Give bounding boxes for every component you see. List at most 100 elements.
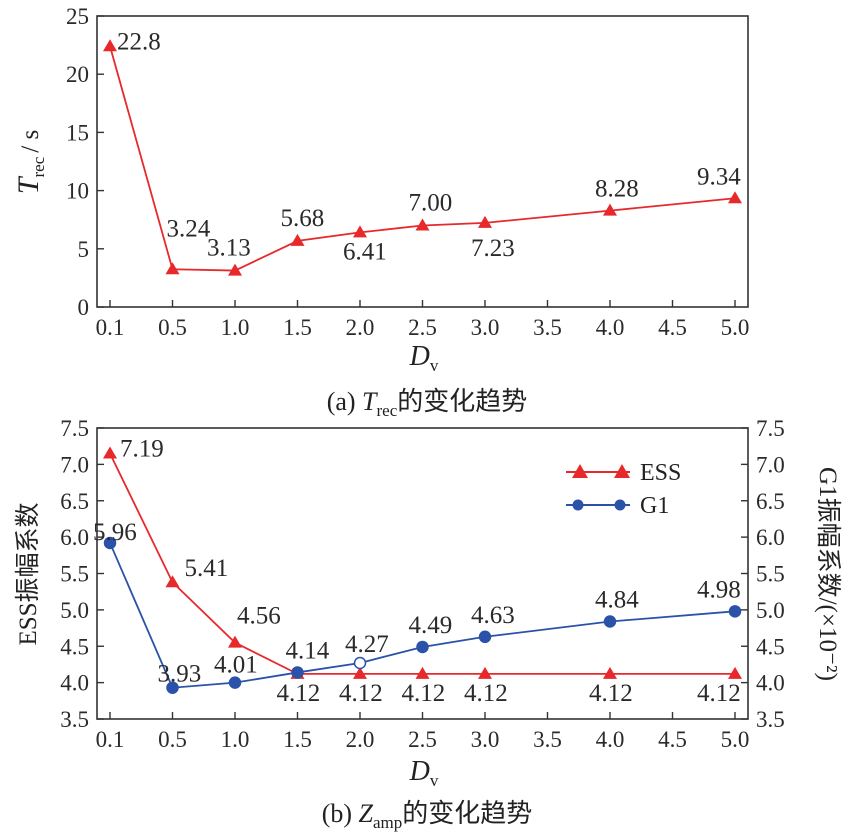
- y-tick-label: 5: [78, 237, 90, 262]
- chart-b-left-y-axis: 3.5 4.0 4.5 5.0 5.5 6.0 6.5 7.0 7.5: [60, 416, 104, 732]
- y-tick-label: 15: [66, 120, 89, 145]
- y-tick-label: 25: [66, 4, 89, 29]
- data-point-marker: [478, 215, 492, 228]
- y-tick-label: 4.5: [60, 634, 89, 659]
- x-tick-label: 3.5: [533, 727, 562, 752]
- data-label: 4.12: [339, 680, 383, 707]
- y-tick-label: 6.0: [60, 525, 89, 550]
- y-tick-label: 3.5: [60, 707, 89, 732]
- x-tick-label: 3.0: [471, 727, 500, 752]
- data-point-marker: [353, 666, 367, 679]
- y-tick-label: 20: [66, 62, 89, 87]
- x-tick-label: 2.5: [408, 727, 437, 752]
- x-tick-label: 4.5: [658, 315, 687, 340]
- right-y-tick-label: 4.5: [756, 634, 785, 659]
- data-label: 4.12: [589, 680, 633, 707]
- data-label: 4.14: [286, 637, 330, 664]
- x-tick-label: 4.0: [596, 727, 625, 752]
- data-label: 9.34: [697, 163, 741, 190]
- data-point-marker: [416, 640, 429, 654]
- data-label: 8.28: [595, 176, 639, 203]
- data-point-marker: [603, 615, 617, 628]
- y-tick-label: 5.0: [60, 598, 89, 623]
- right-y-tick-label: 3.5: [756, 707, 785, 732]
- chart-b-legend: ESS G1: [566, 460, 681, 519]
- x-tick-label: 4.0: [596, 315, 625, 340]
- data-point-marker: [478, 666, 492, 679]
- data-point-marker: [290, 233, 305, 246]
- data-point-marker: [353, 225, 367, 238]
- data-label: 4.01: [214, 652, 258, 679]
- data-label: 4.56: [237, 603, 281, 630]
- right-y-tick-label: 6.0: [756, 525, 785, 550]
- x-tick-label: 0.5: [158, 727, 187, 752]
- data-label: 4.63: [471, 602, 515, 629]
- legend-g1-label: G1: [640, 493, 669, 519]
- data-point-marker: [165, 575, 180, 588]
- x-tick-label: 3.5: [533, 315, 562, 340]
- data-point-marker: [728, 191, 742, 204]
- data-point-marker: [103, 536, 117, 550]
- data-point-marker: [603, 666, 617, 679]
- right-y-tick-label: 5.0: [756, 598, 785, 623]
- data-label: 4.12: [402, 680, 446, 707]
- data-label: 7.19: [120, 435, 164, 462]
- data-label: 5.96: [93, 519, 137, 546]
- x-tick-label: 1.0: [221, 315, 250, 340]
- data-label: 4.84: [595, 587, 639, 614]
- chart-a-y-axis: 0 5 10 15 20 25: [66, 4, 104, 320]
- y-tick-label: 0: [78, 295, 90, 320]
- y-tick-label: 4.0: [60, 671, 89, 696]
- chart-b: 3.5 4.0 4.5 5.0 5.5 6.0 6.5 7.0 7.5 3.5 4.0 4.5 5.0…: [14, 416, 842, 832]
- data-label: 5.68: [281, 205, 325, 232]
- y-tick-label: 7.5: [60, 416, 89, 441]
- chart-a-caption: (a) Trec的变化趋势: [327, 387, 528, 420]
- x-tick-label: 2.0: [346, 315, 375, 340]
- chart-b-series: [103, 446, 742, 694]
- y-tick-label: 7.0: [60, 452, 89, 477]
- chart-b-left-y-axis-title: ESS振幅系数: [14, 502, 42, 645]
- chart-a: 0 5 10 15 20 25 0.1 0.5 1.0 1.5 2.0 2.5 3.0 3.5 4.0 4.…: [12, 4, 749, 420]
- chart-a-plot-frame: [96, 15, 749, 308]
- x-tick-label: 1.5: [283, 315, 312, 340]
- legend-g1-marker-2: [614, 499, 626, 511]
- data-label: 3.93: [158, 661, 202, 688]
- y-tick-label: 6.5: [60, 489, 89, 514]
- data-label: 4.12: [697, 680, 741, 707]
- chart-b-x-axis-title: Dv: [409, 756, 439, 790]
- right-y-tick-label: 4.0: [756, 671, 785, 696]
- right-y-tick-label: 7.0: [756, 452, 785, 477]
- data-point-marker: [166, 681, 179, 694]
- chart-a-series: [103, 39, 742, 276]
- data-label: 4.12: [277, 680, 321, 707]
- chart-b-data-labels: 7.19 5.41 4.56 4.12 4.12 4.12 4.12 4.12 4.12 5.96…: [93, 435, 741, 706]
- right-y-tick-label: 7.5: [756, 416, 785, 441]
- y-tick-label: 5.5: [60, 562, 89, 587]
- data-point-marker: [103, 39, 117, 52]
- data-label: 4.98: [697, 576, 741, 603]
- data-label: 22.8: [117, 28, 161, 55]
- data-point-marker: [103, 446, 117, 459]
- x-tick-label: 1.0: [221, 727, 250, 752]
- data-label: 3.24: [167, 215, 211, 242]
- chart-b-caption: (b) Zamp的变化趋势: [322, 799, 533, 832]
- chart-b-x-axis: 0.1 0.5 1.0 1.5 2.0 2.5 3.0 3.5 4.0 4.5 5.0: [96, 712, 749, 752]
- data-point-marker: [728, 666, 742, 679]
- data-point-marker: [478, 630, 492, 644]
- data-point-marker: [353, 656, 367, 670]
- legend-ess-marker-2: [614, 464, 630, 478]
- data-point-marker: [165, 262, 180, 275]
- chart-a-x-axis-title: Dv: [409, 341, 439, 375]
- data-label: 4.27: [345, 631, 389, 658]
- legend-ess-label: ESS: [640, 460, 681, 486]
- x-tick-label: 1.5: [283, 727, 312, 752]
- x-tick-label: 2.0: [346, 727, 375, 752]
- data-point-marker: [228, 263, 242, 276]
- data-point-marker: [228, 635, 242, 648]
- data-label: 7.23: [471, 235, 515, 262]
- legend-g1-marker: [572, 499, 584, 511]
- x-tick-label: 5.0: [721, 315, 750, 340]
- data-point-marker: [228, 676, 242, 689]
- x-tick-label: 3.0: [471, 315, 500, 340]
